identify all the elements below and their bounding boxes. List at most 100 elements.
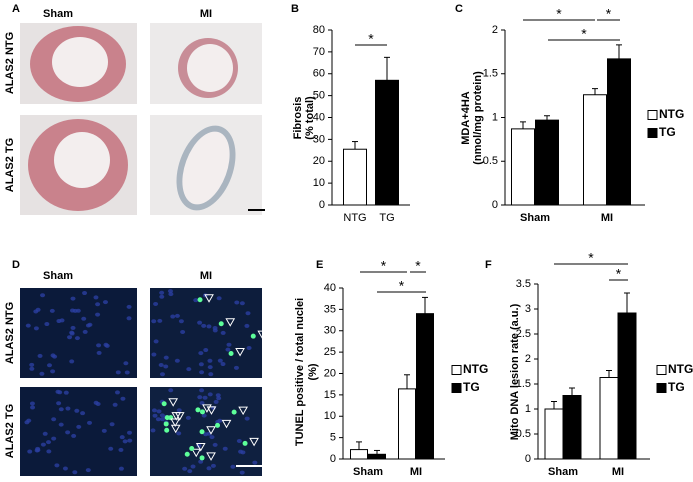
nucleus (153, 301, 159, 306)
arrowhead (168, 398, 179, 407)
nucleus (244, 323, 250, 328)
nucleus (81, 316, 87, 321)
nucleus (186, 367, 192, 372)
nucleus (102, 300, 108, 305)
lumen (54, 132, 110, 188)
nucleus (49, 308, 55, 313)
nucleus (82, 329, 88, 334)
nucleus (167, 289, 173, 294)
arrowhead (249, 437, 259, 447)
nucleus (239, 301, 245, 306)
row-label: ALAS2 TG (4, 138, 16, 192)
nucleus (157, 318, 163, 323)
tunel-positive (189, 445, 195, 451)
nucleus (63, 390, 69, 395)
y-tick-label: 25 (324, 346, 336, 358)
nucleus (206, 466, 212, 471)
row-label: ALAS2 NTG (4, 302, 16, 364)
nucleus (176, 408, 182, 413)
nucleus (29, 401, 35, 406)
nucleus (151, 352, 157, 357)
nucleus (168, 388, 174, 393)
nucleus (40, 442, 46, 447)
arrowhead (257, 330, 268, 340)
nucleus (213, 399, 219, 404)
nucleus (70, 325, 76, 330)
tunel-positive (164, 427, 170, 433)
bar (535, 119, 559, 206)
y-tick-label: 1.5 (483, 68, 498, 80)
significance-mark: * (415, 258, 421, 274)
bar (583, 94, 607, 206)
tunel-positive (250, 333, 256, 339)
significance-mark: * (368, 31, 374, 47)
y-tick-label: 80 (313, 24, 325, 36)
nucleus (85, 468, 91, 473)
column-label: MI (200, 270, 212, 282)
nucleus (198, 459, 204, 464)
y-tick-label: 10 (324, 410, 336, 422)
nucleus (217, 418, 223, 423)
nucleus (174, 358, 180, 363)
bar (607, 58, 631, 206)
micrographs (20, 23, 268, 476)
significance-mark: * (606, 6, 612, 22)
nucleus (159, 290, 165, 295)
nucleus (46, 440, 52, 445)
nucleus (39, 371, 45, 376)
nucleus (199, 370, 205, 375)
nucleus (156, 409, 162, 414)
y-tick-label: 20 (324, 367, 336, 379)
nucleus (212, 328, 218, 333)
nucleus (176, 431, 182, 436)
y-tick-label: 3 (525, 303, 531, 315)
nucleus (153, 339, 159, 344)
nucleus (62, 466, 68, 471)
bar (599, 377, 619, 460)
nucleus (230, 464, 236, 469)
arrowhead (206, 426, 216, 435)
nucleus (72, 308, 78, 313)
tunel-positive (231, 409, 237, 415)
y-tick-label: 0.5 (516, 428, 531, 440)
y-tick-label: 60 (313, 68, 325, 80)
nucleus (207, 358, 213, 363)
y-tick-label: 30 (324, 325, 336, 337)
y-tick-label: 1 (492, 111, 498, 123)
nucleus (87, 322, 93, 327)
nucleus (215, 393, 221, 398)
nucleus (74, 408, 80, 413)
nucleus (220, 362, 226, 367)
nucleus (65, 430, 71, 435)
nucleus (56, 401, 62, 406)
nucleus (239, 470, 245, 475)
nucleus (217, 358, 223, 363)
nucleus (76, 424, 82, 429)
y-tick-label: 20 (313, 155, 325, 167)
legend-swatch (451, 365, 462, 375)
nucleus (126, 304, 132, 309)
nucleus (220, 330, 226, 335)
nucleus (101, 428, 107, 433)
nucleus (25, 323, 31, 328)
column-label: MI (200, 8, 212, 20)
nucleus (29, 362, 35, 367)
nucleus (51, 417, 57, 422)
tunel-positive (199, 429, 205, 435)
row-label: ALAS2 NTG (4, 32, 16, 94)
nucleus (190, 464, 196, 469)
nucleus (198, 351, 204, 356)
nucleus (159, 417, 165, 422)
y-tick-label: 1 (525, 403, 531, 415)
nucleus (93, 295, 99, 300)
arrowhead (170, 424, 181, 434)
nucleus (178, 319, 184, 324)
nucleus (252, 460, 258, 465)
nucleus (199, 400, 205, 405)
nucleus (72, 470, 78, 475)
x-tick-label: MI (601, 212, 613, 224)
nucleus (87, 420, 93, 425)
arrowhead (202, 404, 212, 413)
nucleus (226, 342, 232, 347)
x-tick-label: MI (612, 466, 624, 478)
